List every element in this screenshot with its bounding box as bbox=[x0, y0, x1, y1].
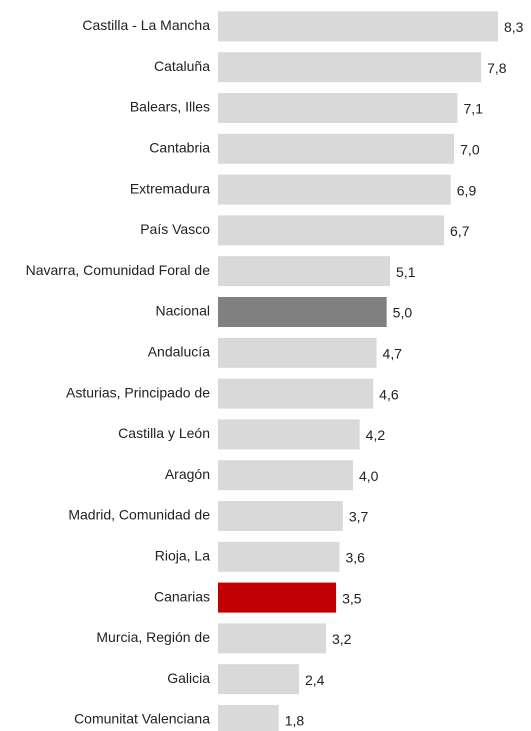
bar bbox=[218, 93, 458, 123]
value-label: 6,9 bbox=[457, 182, 477, 198]
category-label: Rioja, La bbox=[155, 548, 210, 564]
value-label: 7,8 bbox=[487, 60, 507, 76]
bar bbox=[218, 541, 340, 572]
bar bbox=[218, 337, 377, 368]
value-label: 8,3 bbox=[504, 19, 524, 35]
category-label: Asturias, Principado de bbox=[66, 384, 210, 400]
value-label: 2,4 bbox=[305, 672, 325, 688]
bar bbox=[218, 664, 299, 695]
bar bbox=[218, 460, 353, 491]
value-label: 5,0 bbox=[393, 305, 413, 321]
category-label: Nacional bbox=[156, 303, 210, 319]
value-label: 7,1 bbox=[464, 101, 484, 117]
value-label: 4,0 bbox=[359, 468, 379, 484]
category-label: Aragón bbox=[165, 466, 210, 482]
category-label: Murcia, Región de bbox=[96, 629, 210, 645]
bar bbox=[218, 501, 343, 531]
value-label: 4,6 bbox=[379, 386, 399, 402]
category-label: Navarra, Comunidad Foral de bbox=[26, 262, 211, 278]
category-label: Extremadura bbox=[130, 180, 210, 196]
bar bbox=[218, 582, 337, 613]
value-label: 6,7 bbox=[450, 223, 470, 239]
bar bbox=[218, 623, 326, 654]
category-label: Madrid, Comunidad de bbox=[68, 507, 210, 523]
bar bbox=[218, 11, 498, 42]
category-label: Balears, Illes bbox=[130, 99, 210, 115]
category-label: Castilla y León bbox=[118, 425, 210, 441]
value-label: 7,0 bbox=[460, 142, 480, 158]
category-label: País Vasco bbox=[140, 221, 210, 237]
category-label: Andalucía bbox=[148, 344, 210, 360]
value-label: 4,7 bbox=[383, 346, 403, 362]
value-label: 1,8 bbox=[285, 713, 305, 729]
bar bbox=[218, 378, 374, 409]
bar bbox=[218, 419, 360, 450]
category-label: Comunitat Valenciana bbox=[74, 711, 210, 727]
value-label: 4,2 bbox=[366, 427, 386, 443]
bar bbox=[218, 174, 451, 205]
bar bbox=[218, 215, 445, 246]
bar bbox=[218, 256, 391, 287]
value-label: 3,7 bbox=[349, 509, 369, 525]
category-label: Galicia bbox=[167, 670, 210, 686]
category-label: Cantabria bbox=[149, 140, 210, 156]
value-label: 5,1 bbox=[396, 264, 416, 280]
category-label: Cataluña bbox=[154, 58, 210, 74]
bar bbox=[218, 705, 279, 731]
category-label: Canarias bbox=[154, 588, 210, 604]
value-label: 3,6 bbox=[345, 550, 365, 566]
bar bbox=[218, 133, 455, 164]
value-label: 3,5 bbox=[342, 590, 362, 606]
category-label: Castilla - La Mancha bbox=[82, 17, 210, 33]
value-label: 3,2 bbox=[332, 631, 352, 647]
bar bbox=[218, 297, 387, 327]
bar bbox=[218, 52, 482, 83]
